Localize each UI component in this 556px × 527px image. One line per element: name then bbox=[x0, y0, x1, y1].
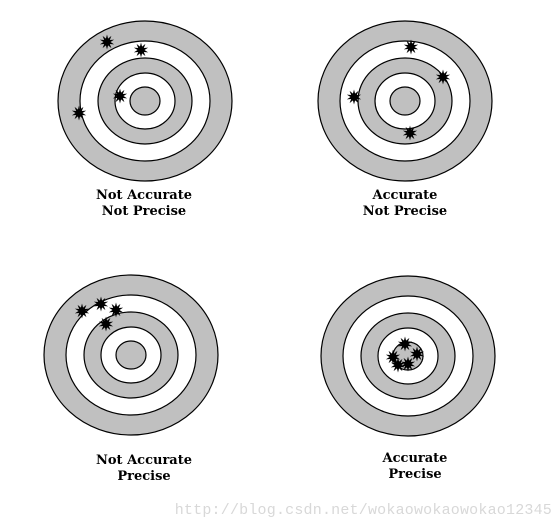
caption-line-1: Not Accurate bbox=[95, 188, 192, 203]
caption-line-2: Not Precise bbox=[362, 204, 448, 219]
starburst-shot-icon bbox=[390, 357, 406, 373]
starburst-shot-icon bbox=[98, 316, 114, 332]
starburst-shot-icon bbox=[112, 88, 128, 104]
starburst-shot-icon bbox=[71, 105, 87, 121]
bullseye bbox=[389, 86, 421, 116]
target-not-accurate-not-precise bbox=[57, 20, 233, 182]
caption-accurate-precise: Accurate Precise bbox=[325, 451, 505, 483]
starburst-shot-icon bbox=[74, 303, 90, 319]
starburst-shot-icon bbox=[400, 356, 416, 372]
starburst-shot-icon bbox=[403, 39, 419, 55]
bullseye bbox=[115, 340, 147, 370]
caption-not-accurate-precise: Not Accurate Precise bbox=[54, 453, 234, 485]
caption-accurate-not-precise: Accurate Not Precise bbox=[315, 188, 495, 220]
starburst-shot-icon bbox=[108, 302, 124, 318]
caption-line-1: Accurate bbox=[372, 188, 438, 203]
caption-line-1: Accurate bbox=[382, 451, 448, 466]
starburst-shot-icon bbox=[385, 349, 401, 365]
bullseye bbox=[129, 86, 161, 116]
starburst-shot-icon bbox=[409, 346, 425, 362]
target-accurate-not-precise bbox=[317, 20, 493, 182]
starburst-shot-icon bbox=[93, 296, 109, 312]
starburst-shot-icon bbox=[99, 34, 115, 50]
target-not-accurate-precise bbox=[43, 274, 219, 436]
starburst-shot-icon bbox=[435, 69, 451, 85]
starburst-shot-icon bbox=[402, 125, 418, 141]
caption-line-1: Not Accurate bbox=[95, 453, 192, 468]
starburst-shot-icon bbox=[397, 336, 413, 352]
caption-not-accurate-not-precise: Not Accurate Not Precise bbox=[54, 188, 234, 220]
starburst-shot-icon bbox=[346, 89, 362, 105]
starburst-shot-icon bbox=[133, 42, 149, 58]
caption-line-2: Not Precise bbox=[101, 204, 187, 219]
caption-line-2: Precise bbox=[117, 469, 171, 484]
watermark-url: http://blog.csdn.net/wokaowokaowokao1234… bbox=[174, 502, 552, 519]
target-accurate-precise bbox=[320, 275, 496, 437]
caption-line-2: Precise bbox=[388, 467, 442, 482]
